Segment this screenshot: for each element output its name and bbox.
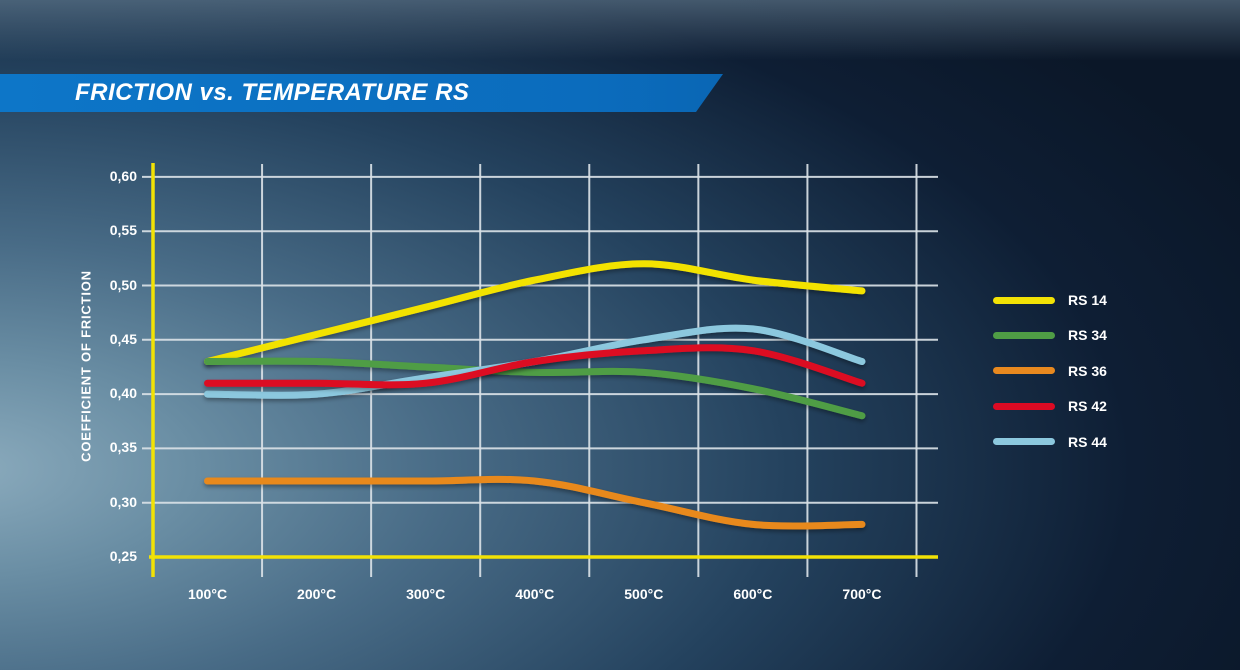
y-axis-tick-label: 0,40 xyxy=(109,385,137,402)
series-line-rs-36 xyxy=(204,475,866,530)
legend-label: RS 36 xyxy=(1068,362,1107,379)
x-axis-tick-label: 500°C xyxy=(624,586,664,602)
legend-label: RS 34 xyxy=(1068,327,1107,344)
legend-item-rs-34: RS 34 xyxy=(993,324,1107,346)
legend-swatch-rs-42 xyxy=(993,402,1055,410)
legend-label: RS 42 xyxy=(1068,398,1107,415)
series-line-rs-14 xyxy=(204,260,866,366)
x-axis-tick-label: 600°C xyxy=(733,586,773,602)
x-axis-tick-label: 100°C xyxy=(187,586,228,602)
legend-item-rs-44: RS 44 xyxy=(993,431,1107,453)
series-line-rs-42 xyxy=(204,344,866,389)
gridlines xyxy=(142,164,938,577)
series-lines xyxy=(204,260,866,530)
axes xyxy=(149,163,938,577)
legend-label: RS 44 xyxy=(1068,433,1107,450)
x-axis-tick-label: 400°C xyxy=(515,586,555,602)
page-title: FRICTION vs. TEMPERATURE RS xyxy=(75,79,470,106)
y-axis-tick-label: 0,60 xyxy=(109,167,137,184)
x-axis-tick-label: 700°C xyxy=(842,586,882,602)
legend-label: RS 14 xyxy=(1068,292,1107,308)
y-axis-tick-label: 0,50 xyxy=(109,276,137,293)
series-line-rs-34 xyxy=(204,357,866,420)
legend-swatch-rs-14 xyxy=(993,296,1055,304)
y-axis-title-text: COEFFICIENT OF FRICTION xyxy=(78,270,94,462)
y-axis-tick-label: 0,35 xyxy=(109,439,137,456)
legend-item-rs-14: RS 14 xyxy=(993,289,1107,311)
legend-swatch-rs-34 xyxy=(993,331,1055,339)
legend-item-rs-36: RS 36 xyxy=(993,360,1107,382)
y-axis-tick-label: 0,45 xyxy=(109,330,137,347)
legend-item-rs-42: RS 42 xyxy=(993,395,1107,417)
y-axis-tick-label: 0,30 xyxy=(109,493,137,510)
legend-swatch-rs-44 xyxy=(993,438,1055,446)
x-axis-tick-label: 300°C xyxy=(406,586,446,602)
y-axis-tick-label: 0,55 xyxy=(109,222,137,239)
title-banner: FRICTION vs. TEMPERATURE RS xyxy=(0,74,723,112)
y-axis-tick-label: 0,25 xyxy=(109,548,137,564)
legend-swatch-rs-36 xyxy=(993,367,1055,375)
x-axis-tick-label: 200°C xyxy=(297,586,337,602)
